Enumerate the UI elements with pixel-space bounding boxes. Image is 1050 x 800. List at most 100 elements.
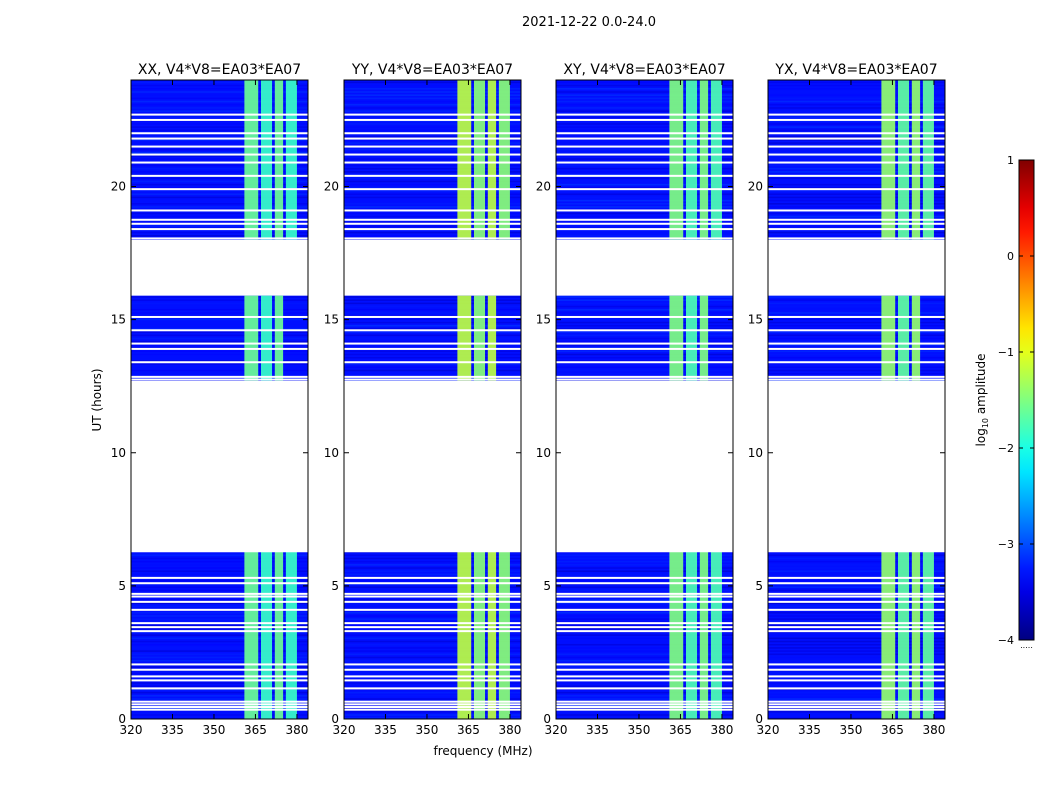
noise-row <box>344 206 521 208</box>
noise-row <box>556 707 733 710</box>
noise-row <box>768 126 945 128</box>
y-tick-label: 20 <box>111 180 126 194</box>
noise-row <box>131 360 308 362</box>
noise-row <box>556 167 733 170</box>
noise-row <box>131 366 308 369</box>
panel-frame <box>343 79 522 720</box>
noise-row <box>344 615 521 617</box>
noise-row <box>556 586 733 589</box>
noise-row <box>131 334 308 337</box>
noise-row <box>556 100 733 103</box>
flagged-row <box>344 378 521 381</box>
noise-row <box>556 711 733 713</box>
noise-row <box>131 363 308 365</box>
flagged-row <box>344 347 521 350</box>
flagged-row <box>556 706 733 709</box>
flagged-row <box>768 622 945 625</box>
noise-row <box>344 554 521 557</box>
bright-column <box>473 80 486 240</box>
noise-row <box>556 647 733 649</box>
panel-title: XY, V4*V8=EA03*EA07 <box>563 62 725 78</box>
flagged-row <box>768 687 945 690</box>
noise-row <box>556 599 733 601</box>
flagged-row <box>768 132 945 135</box>
bright-column <box>669 80 684 240</box>
noise-row <box>768 167 945 170</box>
noise-row <box>131 567 308 569</box>
noise-row <box>768 605 945 608</box>
noise-row <box>131 321 308 324</box>
noise-row <box>768 350 945 353</box>
noise-row <box>768 344 945 346</box>
noise-row <box>768 567 945 569</box>
noise-row <box>556 331 733 333</box>
colorbar-label: log10 amplitude <box>974 354 990 447</box>
noise-row <box>768 206 945 208</box>
flagged-row <box>344 153 521 156</box>
noise-row <box>344 129 521 132</box>
noise-row <box>556 324 733 327</box>
noise-row <box>131 84 308 87</box>
flagged-row <box>344 222 521 225</box>
noise-row <box>768 110 945 112</box>
noise-row <box>131 685 308 688</box>
noise-row <box>768 97 945 100</box>
noise-row <box>131 177 308 180</box>
noise-row <box>344 139 521 141</box>
noise-row <box>768 611 945 614</box>
noise-row <box>344 135 521 138</box>
flagged-row <box>768 550 945 553</box>
noise-row <box>768 640 945 643</box>
noise-row <box>768 334 945 337</box>
panel-2: YY, V4*V8=EA03*EA07 320 335 350 365 380 0 5 10 15… <box>324 62 522 737</box>
noise-row <box>131 714 308 716</box>
flagged-row <box>131 209 308 212</box>
flagged-row <box>344 576 521 579</box>
noise-row <box>556 643 733 646</box>
flagged-row <box>556 595 733 598</box>
x-tick-label: 380 <box>498 723 521 737</box>
flagged-row <box>131 622 308 625</box>
noise-row <box>556 659 733 662</box>
noise-row <box>131 135 308 138</box>
x-tick-label: 320 <box>333 723 356 737</box>
noise-row <box>344 296 521 298</box>
bright-column <box>498 80 510 240</box>
flagged-row <box>344 315 521 318</box>
noise-row <box>556 94 733 96</box>
bright-column <box>685 551 698 719</box>
noise-row <box>131 340 308 343</box>
panel-frame <box>767 79 946 720</box>
noise-row <box>556 212 733 215</box>
noise-row <box>768 340 945 343</box>
noise-row <box>344 350 521 353</box>
noise-row <box>131 110 308 112</box>
noise-row <box>768 103 945 106</box>
flagged-row <box>131 630 308 633</box>
colorbar: 1 0 −1 −2 −3 −4 log10 amplitude..... <box>974 154 1035 650</box>
flagged-row <box>131 113 308 116</box>
noise-row <box>344 602 521 604</box>
noise-row <box>131 560 308 563</box>
bright-column <box>710 551 722 719</box>
noise-row <box>131 91 308 93</box>
noise-row <box>768 177 945 180</box>
noise-row <box>131 653 308 656</box>
colorbar-tick-label: −4 <box>998 634 1014 647</box>
noise-row <box>344 363 521 365</box>
noise-row <box>556 650 733 652</box>
flagged-row <box>556 209 733 212</box>
bright-column <box>881 80 896 240</box>
flagged-row <box>768 222 945 225</box>
flagged-row <box>768 626 945 629</box>
noise-row <box>131 618 308 620</box>
noise-row <box>344 164 521 167</box>
flagged-row <box>131 595 308 598</box>
flagged-row <box>131 237 308 240</box>
noise-row <box>556 177 733 180</box>
flagged-row <box>768 375 945 378</box>
noise-row <box>131 650 308 652</box>
y-tick-label: 5 <box>755 579 763 593</box>
noise-row <box>131 704 308 707</box>
bright-column <box>699 80 709 240</box>
